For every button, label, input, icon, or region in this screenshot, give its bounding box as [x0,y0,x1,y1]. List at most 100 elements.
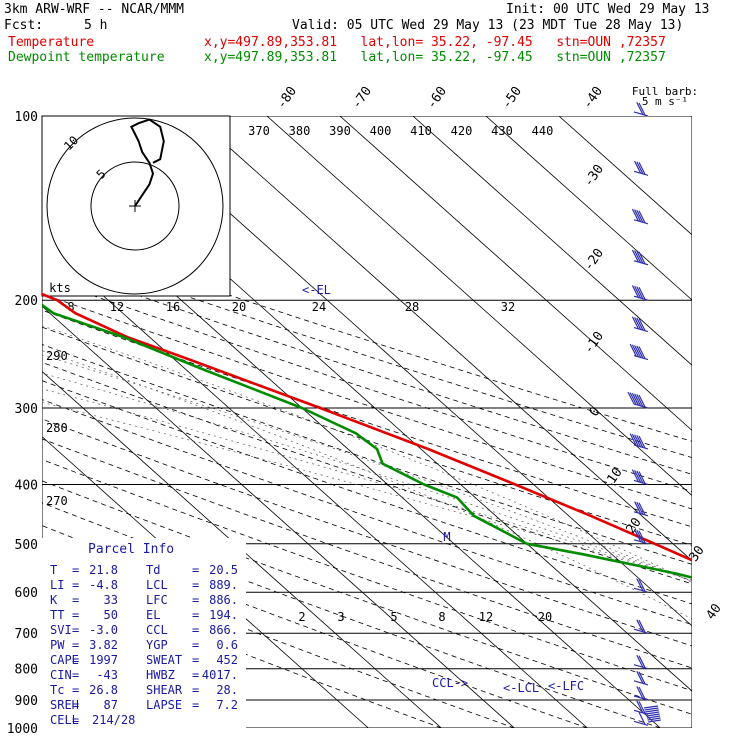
wind-barb [633,529,649,545]
wind-barb-flag [636,700,644,714]
temperature-tick-label: 10 [604,465,625,486]
parcel-param-value: 50 [104,608,118,622]
wind-barb [631,316,649,333]
wind-barb-staff [633,444,649,450]
wind-barb [631,285,649,301]
parcel-param-value: -43 [96,668,118,682]
parcel-param-label: T [50,563,57,577]
wind-barb-flag [631,469,639,482]
mixing-ratio-low-label: 8 [438,610,445,624]
wind-barb-surface [645,709,659,713]
wind-barb-flag [627,391,635,405]
theta-label: 390 [329,124,351,138]
mixing-ratio-label: 12 [110,300,124,314]
wind-barb-flag [636,670,644,684]
parcel-param-label: LAPSE [146,698,182,712]
wind-barb-flag [634,469,642,483]
parcel-equals: = [192,698,199,712]
wind-barb [633,686,649,701]
wind-barb [631,208,649,225]
parcel-param-label: CCL [146,623,168,637]
temperature-tick-label: -50 [499,84,525,112]
wind-barb-flag [634,285,642,299]
wind-barb-flag [636,529,644,543]
wind-barb-staff [633,260,649,266]
wind-barb-flag [638,394,646,408]
dry-adiabat [42,261,692,475]
theta-side-label: 290 [46,349,68,363]
theta-label: 420 [451,124,473,138]
dry-adiabat [42,418,692,647]
parcel-param-value: 87 [104,698,118,712]
parcel-param-value: 7.2 [216,698,238,712]
wind-barb-staff [633,479,649,486]
mixing-ratio-low-label: 5 [390,610,397,624]
wind-barb-flag [636,501,644,515]
isotherm-line [193,116,692,562]
parcel-param-label: K [50,593,58,607]
wind-barb-flag [631,344,639,358]
wind-barb-staff [633,326,649,333]
parcel-param-value: 0.6 [216,638,238,652]
barb-legend-value: 5 m s⁻¹ [642,95,688,108]
pressure-tick-label: 300 [15,402,38,417]
hodograph-ring [90,161,180,251]
wind-barb-flag [638,578,646,592]
wind-barb-flag [638,712,646,725]
parcel-param-label: LI [50,578,64,592]
wind-barb-flag [634,250,642,263]
dry-adiabat [42,361,692,585]
theta-label: 440 [532,124,554,138]
wind-barb-staff [633,709,649,715]
parcel-param-value: 4017. [202,668,238,682]
wind-barb-flag [638,619,646,633]
forecast-hours: 5 h [84,18,108,33]
wind-barb-flag [638,671,646,685]
isotherm-line [485,116,692,301]
theta-label: 400 [370,124,392,138]
wind-barb [633,160,649,176]
moist-adiabat [42,350,692,620]
wind-barb [633,619,649,634]
wind-barb [633,654,649,670]
wind-barb-flag [634,434,642,448]
parcel-param-value: 866. [209,623,238,637]
wind-barb-flag [629,433,637,446]
theta-label: 370 [248,124,270,138]
parcel-param-label: YGP [146,638,168,652]
wind-barb-staff [633,587,649,593]
temperature-tick-label: -10 [581,329,607,357]
pressure-tick-label: 700 [15,627,38,642]
wind-barb-flag [638,686,646,700]
wind-barb-flag [638,655,646,668]
mixing-ratio-low-label: 12 [479,610,493,624]
wind-barb-flag [638,502,646,516]
parcel-param-label: TT [50,608,64,622]
parcel-param-value: 33 [104,593,118,607]
wind-barb-flag [638,286,646,300]
isotherm-line [412,116,692,366]
wind-barb [633,501,649,517]
parcel-equals: = [72,713,79,727]
parcel-equals: = [192,623,199,637]
barb-legend-title: Full barb: [632,85,698,98]
parcel-equals: = [72,563,79,577]
parcel-info-title: Parcel Info [88,542,174,557]
wind-barb-flag [636,102,644,115]
parcel-equals: = [192,653,199,667]
wind-barb-staff [633,111,649,117]
temperature-tick-label: -30 [581,162,607,190]
temperature-tick-label: 0 [587,404,604,419]
mixing-ratio-label: 24 [312,300,326,314]
lcl-marker: <-LCL [503,681,539,695]
isotherm-line [42,240,588,728]
model-title: 3km ARW-WRF -- NCAR/MMM [4,2,185,17]
mixing-ratio-label: 8 [67,300,74,314]
mixing-ratio-low-label: 3 [337,610,344,624]
mixing-ratio-low-label: 20 [538,610,552,624]
parcel-equals: = [192,563,199,577]
dry-adiabat [42,438,692,669]
wind-barb-flag [631,208,639,222]
dewpoint-line [42,303,692,579]
